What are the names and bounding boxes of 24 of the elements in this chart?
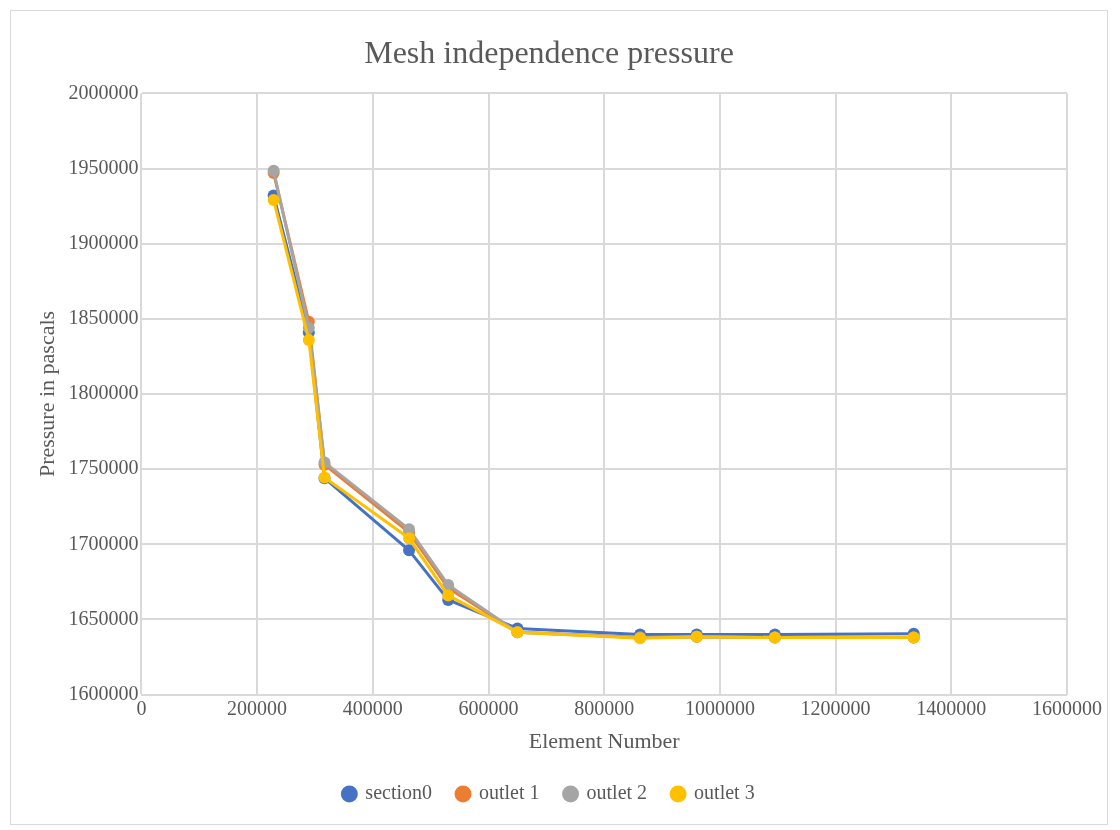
y-tick-label: 1700000: [68, 531, 139, 554]
y-axis-title: Pressure in pascals: [33, 310, 59, 478]
legend-label: outlet 3: [694, 781, 755, 804]
x-tick-label: 800000: [574, 696, 635, 719]
x-tick-label: 1600000: [1032, 696, 1102, 719]
legend-label: section0: [365, 781, 433, 804]
y-tick-label: 1750000: [68, 456, 139, 479]
x-tick-label: 200000: [227, 696, 288, 719]
y-tick-label: 1950000: [68, 155, 139, 178]
y-tick-label: 1800000: [68, 381, 139, 404]
y-tick-label: 1900000: [68, 230, 139, 253]
y-tick-label: 1650000: [68, 606, 139, 629]
x-tick-label: 600000: [458, 696, 519, 719]
x-tick-label: 1400000: [916, 696, 987, 719]
x-tick-label: 1000000: [684, 696, 755, 719]
legend-label: outlet 2: [586, 781, 648, 804]
chart-title: Mesh independence pressure: [364, 33, 734, 70]
y-tick-label: 2000000: [68, 80, 139, 103]
x-axis-title: Element Number: [528, 727, 681, 753]
y-tick-label: 1850000: [68, 306, 139, 329]
y-tick-label: 1600000: [68, 681, 139, 704]
legend-label: outlet 1: [479, 781, 540, 804]
x-tick-label: 1200000: [800, 696, 871, 719]
x-tick-label: 400000: [342, 696, 403, 719]
